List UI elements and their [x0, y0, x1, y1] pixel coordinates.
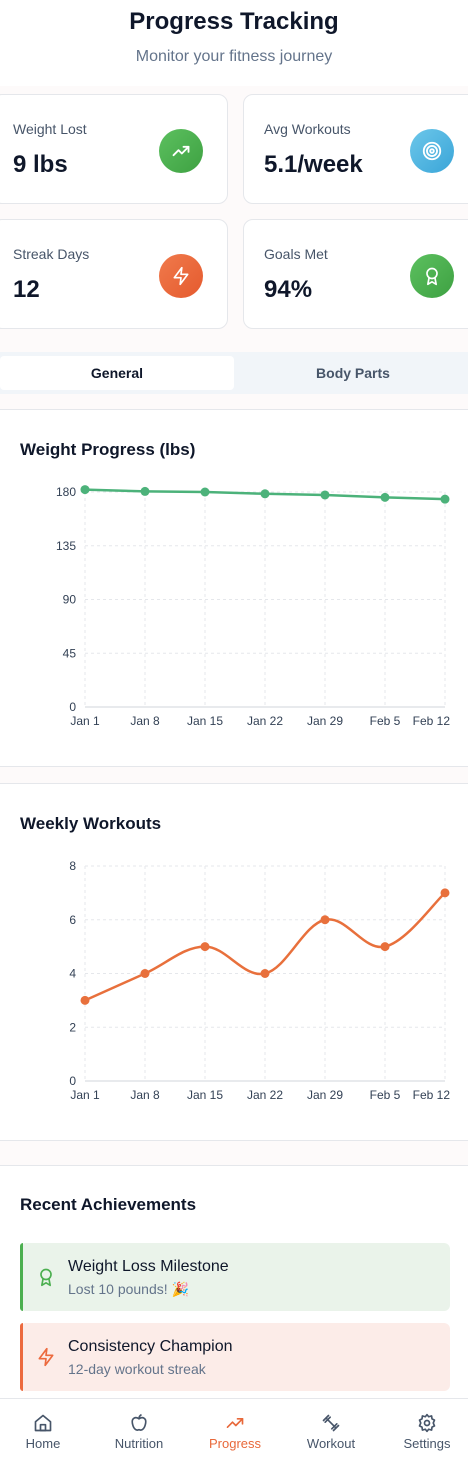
- lightning-icon: [159, 254, 203, 298]
- data-point: [200, 487, 210, 497]
- stat-value: 12: [13, 276, 40, 303]
- nav-label: Nutrition: [114, 1436, 164, 1451]
- x-tick-label: Feb 5: [370, 1088, 401, 1102]
- achievement-item[interactable]: Consistency Champion 12-day workout stre…: [20, 1323, 450, 1391]
- stat-value: 5.1/week: [264, 151, 363, 178]
- award-icon: [410, 254, 454, 298]
- weight-chart-title: Weight Progress (lbs): [20, 440, 196, 459]
- stat-label: Streak Days: [13, 246, 90, 262]
- y-tick-label: 4: [69, 967, 76, 981]
- stat-card-streak-days: Streak Days 12: [0, 219, 228, 329]
- stat-value: 9 lbs: [13, 151, 68, 178]
- x-tick-label: Feb 5: [370, 714, 401, 728]
- settings-icon: [417, 1413, 437, 1433]
- x-tick-label: Jan 8: [130, 1088, 160, 1102]
- nav-item-settings[interactable]: Settings: [379, 1399, 468, 1460]
- achievement-title: Consistency Champion: [68, 1338, 233, 1355]
- x-tick-label: Jan 29: [307, 1088, 343, 1102]
- y-tick-label: 90: [63, 593, 77, 607]
- data-point: [140, 969, 150, 978]
- target-icon: [410, 129, 454, 173]
- y-tick-label: 8: [69, 859, 76, 873]
- nav-label: Workout: [306, 1436, 356, 1451]
- x-tick-label: Jan 1: [70, 714, 100, 728]
- tab-body-parts[interactable]: Body Parts: [316, 365, 390, 381]
- data-point: [260, 489, 270, 499]
- data-point: [380, 492, 390, 502]
- lightning-icon: [36, 1347, 56, 1367]
- tab-general[interactable]: General: [0, 356, 234, 390]
- page-header: Progress Tracking Monitor your fitness j…: [0, 0, 468, 86]
- x-tick-label: Feb 12: [413, 1088, 451, 1102]
- achievement-accent: [20, 1323, 23, 1391]
- bottom-nav: Home Nutrition Progress Workout Settings: [0, 1398, 468, 1460]
- x-tick-label: Jan 22: [247, 714, 283, 728]
- stat-card-avg-workouts: Avg Workouts 5.1/week: [243, 94, 468, 204]
- x-tick-label: Jan 15: [187, 1088, 223, 1102]
- y-tick-label: 135: [56, 539, 76, 553]
- achievements-card: Recent Achievements Weight Loss Mileston…: [0, 1165, 468, 1400]
- trending-up-icon: [159, 129, 203, 173]
- nav-label: Home: [25, 1436, 61, 1451]
- x-tick-label: Jan 8: [130, 714, 160, 728]
- y-tick-label: 0: [69, 700, 76, 714]
- achievement-description: 12-day workout streak: [68, 1361, 206, 1377]
- data-point: [320, 915, 330, 925]
- stat-label: Goals Met: [264, 246, 328, 262]
- dumbbell-icon: [321, 1413, 341, 1433]
- stat-value: 94%: [264, 276, 313, 303]
- weight-chart-card: Weight Progress (lbs) 0 45 90 135 180 Jan 1 Ja…: [0, 409, 468, 767]
- achievements-title: Recent Achievements: [20, 1195, 197, 1214]
- data-point: [200, 942, 210, 952]
- achievement-description: Lost 10 pounds! 🎉: [68, 1281, 189, 1297]
- y-tick-label: 2: [69, 1020, 76, 1034]
- data-point: [320, 490, 330, 500]
- trending-up-icon: [225, 1413, 245, 1433]
- home-icon: [33, 1413, 53, 1433]
- weekly-workouts-chart: 0 2 4 6 8 Jan 1 Jan 8 Jan 15 Jan 22 Jan 29 Feb 5 Fe…: [69, 859, 451, 1102]
- data-point: [140, 486, 150, 496]
- workouts-chart-card: Weekly Workouts 0 2 4 6 8 Jan 1 Jan 8 Jan 15 Jan…: [0, 783, 468, 1141]
- weight-progress-chart: 0 45 90 135 180 Jan 1 Jan 8 Jan 15 Jan 22 Jan 29 F…: [56, 485, 451, 728]
- achievement-item[interactable]: Weight Loss Milestone Lost 10 pounds! 🎉: [20, 1243, 450, 1311]
- x-tick-label: Jan 29: [307, 714, 343, 728]
- nav-item-progress[interactable]: Progress: [187, 1399, 283, 1460]
- data-point: [260, 969, 270, 978]
- x-tick-label: Jan 15: [187, 714, 223, 728]
- achievement-title: Weight Loss Milestone: [68, 1258, 229, 1275]
- data-point: [80, 485, 90, 495]
- tab-bar: General Body Parts: [0, 352, 468, 394]
- x-tick-label: Jan 1: [70, 1088, 100, 1102]
- nav-item-nutrition[interactable]: Nutrition: [91, 1399, 187, 1460]
- nav-label: Settings: [403, 1436, 451, 1451]
- workouts-chart-title: Weekly Workouts: [20, 814, 162, 833]
- nav-item-workout[interactable]: Workout: [283, 1399, 379, 1460]
- y-tick-label: 6: [69, 913, 76, 927]
- nav-label: Progress: [208, 1436, 262, 1451]
- y-tick-label: 180: [56, 485, 76, 499]
- data-point: [440, 888, 450, 898]
- award-icon: [36, 1267, 56, 1287]
- data-point: [380, 942, 390, 952]
- stat-card-goals-met: Goals Met 94%: [243, 219, 468, 329]
- nav-item-home[interactable]: Home: [0, 1399, 91, 1460]
- apple-icon: [129, 1413, 149, 1433]
- x-tick-label: Jan 22: [247, 1088, 283, 1102]
- page-subtitle: Monitor your fitness journey: [135, 48, 333, 65]
- stat-label: Weight Lost: [13, 121, 87, 137]
- x-tick-label: Feb 12: [413, 714, 451, 728]
- data-point: [80, 995, 90, 1005]
- stat-card-weight-lost: Weight Lost 9 lbs: [0, 94, 228, 204]
- y-tick-label: 45: [63, 646, 77, 660]
- achievement-accent: [20, 1243, 23, 1311]
- stat-label: Avg Workouts: [264, 121, 351, 137]
- y-tick-label: 0: [69, 1074, 76, 1088]
- data-point: [440, 494, 450, 504]
- page-title: Progress Tracking: [129, 8, 339, 35]
